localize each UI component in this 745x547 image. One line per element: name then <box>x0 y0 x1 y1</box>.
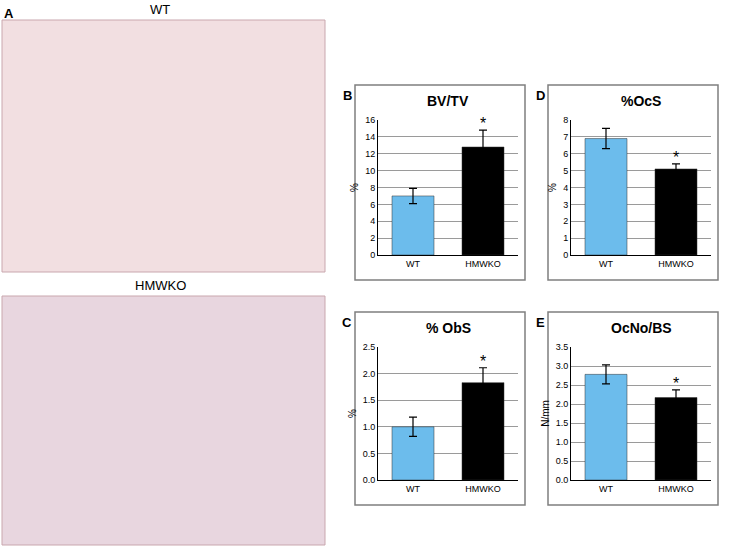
svg-text:HMWKO: HMWKO <box>135 278 186 293</box>
svg-text:*: * <box>480 115 486 132</box>
svg-text:WT: WT <box>599 259 613 269</box>
svg-text:WT: WT <box>599 484 613 494</box>
svg-text:E: E <box>536 315 545 330</box>
svg-text:N/mm: N/mm <box>540 400 551 427</box>
svg-text:OcNo/BS: OcNo/BS <box>611 320 672 336</box>
svg-text:%: % <box>349 183 360 192</box>
svg-text:0.5: 0.5 <box>363 449 376 459</box>
svg-text:C: C <box>342 315 352 330</box>
svg-text:WT: WT <box>150 2 170 17</box>
svg-text:2.0: 2.0 <box>363 369 376 379</box>
svg-text:4: 4 <box>563 183 568 193</box>
svg-text:1.5: 1.5 <box>556 418 569 428</box>
svg-text:*: * <box>480 353 486 370</box>
svg-text:%OcS: %OcS <box>621 93 661 109</box>
svg-text:D: D <box>536 88 545 103</box>
svg-text:HMWKO: HMWKO <box>658 484 694 494</box>
svg-text:HMWKO: HMWKO <box>465 484 501 494</box>
svg-text:HMWKO: HMWKO <box>465 259 501 269</box>
svg-text:7: 7 <box>563 132 568 142</box>
svg-text:0.0: 0.0 <box>556 475 569 485</box>
svg-text:A: A <box>4 6 14 21</box>
svg-text:14: 14 <box>365 132 375 142</box>
svg-text:%: % <box>547 183 558 192</box>
svg-text:B: B <box>343 88 352 103</box>
svg-text:8: 8 <box>370 183 375 193</box>
svg-text:3.0: 3.0 <box>556 361 569 371</box>
svg-text:1.0: 1.0 <box>556 437 569 447</box>
svg-text:3.5: 3.5 <box>556 342 569 352</box>
svg-text:8: 8 <box>563 115 568 125</box>
svg-text:2: 2 <box>370 233 375 243</box>
svg-text:1.0: 1.0 <box>363 422 376 432</box>
svg-text:0: 0 <box>370 250 375 260</box>
svg-text:10: 10 <box>365 166 375 176</box>
svg-text:1.5: 1.5 <box>363 395 376 405</box>
svg-text:2.5: 2.5 <box>363 342 376 352</box>
svg-text:6: 6 <box>370 200 375 210</box>
svg-text:12: 12 <box>365 149 375 159</box>
svg-text:16: 16 <box>365 115 375 125</box>
svg-text:0: 0 <box>563 250 568 260</box>
svg-text:% ObS: % ObS <box>426 320 471 336</box>
svg-text:2.0: 2.0 <box>556 399 569 409</box>
svg-text:5: 5 <box>563 166 568 176</box>
svg-text:1: 1 <box>563 233 568 243</box>
svg-text:2.5: 2.5 <box>556 380 569 390</box>
svg-text:%: % <box>347 409 358 418</box>
svg-text:2: 2 <box>563 216 568 226</box>
svg-text:0.5: 0.5 <box>556 456 569 466</box>
svg-text:6: 6 <box>563 149 568 159</box>
svg-text:*: * <box>673 149 679 166</box>
svg-text:WT: WT <box>406 259 420 269</box>
svg-text:0.0: 0.0 <box>363 475 376 485</box>
svg-text:HMWKO: HMWKO <box>658 259 694 269</box>
svg-text:*: * <box>673 375 679 392</box>
svg-text:WT: WT <box>406 484 420 494</box>
svg-text:4: 4 <box>370 216 375 226</box>
svg-text:3: 3 <box>563 200 568 210</box>
svg-text:BV/TV: BV/TV <box>427 93 469 109</box>
